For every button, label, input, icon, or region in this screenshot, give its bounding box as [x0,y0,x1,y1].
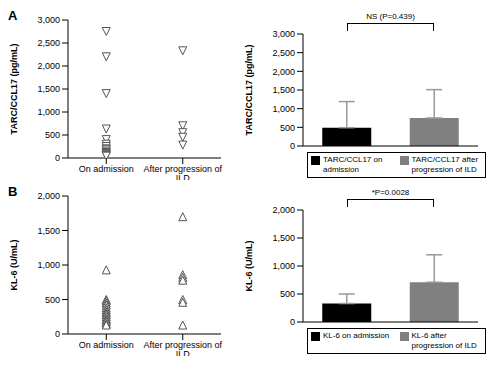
html-text:TARC/CCL17 on admission: TARC/CCL17 on admission [323,155,383,174]
html-text:NS (P=0.439): NS (P=0.439) [366,12,415,21]
svg-text:TARC/CCL17 (pg/mL): TARC/CCL17 (pg/mL) [9,44,19,135]
svg-text:On admission: On admission [79,164,134,174]
svg-text:TARC/CCL17 (pg/mL): TARC/CCL17 (pg/mL) [244,45,254,136]
svg-text:1,000: 1,000 [272,261,295,271]
svg-text:3,000: 3,000 [272,29,295,39]
svg-text:After progression ofILD: After progression ofILD [143,164,222,180]
svg-text:500: 500 [280,289,295,299]
svg-text:On admission: On admission [79,340,134,350]
svg-text:1,000: 1,000 [272,104,295,114]
html-text:*P=0.0028: *P=0.0028 [371,188,410,197]
svg-text:500: 500 [45,130,60,140]
svg-text:1,500: 1,500 [37,84,60,94]
svg-text:KL-6 (U/mL): KL-6 (U/mL) [9,240,19,291]
svg-text:1,500: 1,500 [272,85,295,95]
svg-text:0: 0 [290,317,295,326]
svg-text:2,500: 2,500 [37,38,60,48]
svg-text:3,000: 3,000 [37,15,60,25]
svg-text:2,000: 2,000 [37,61,60,71]
html-text:KL-6 on admission: KL-6 on admission [323,331,390,340]
svg-text:2,500: 2,500 [272,48,295,58]
svg-text:0: 0 [290,141,295,150]
html-text:KL-6 after progression of ILD: KL-6 after progression of ILD [411,331,477,350]
svg-text:1,500: 1,500 [272,233,295,243]
svg-text:2,000: 2,000 [37,191,60,201]
svg-text:2,000: 2,000 [272,205,295,215]
svg-text:500: 500 [45,295,60,305]
svg-text:KL-6 (U/mL): KL-6 (U/mL) [244,241,254,292]
svg-text:1,000: 1,000 [37,260,60,270]
svg-text:0: 0 [55,153,60,163]
svg-text:1,500: 1,500 [37,226,60,236]
svg-text:2,000: 2,000 [272,67,295,77]
svg-text:0: 0 [55,329,60,339]
svg-text:After progression ofILD: After progression ofILD [143,340,222,356]
svg-text:1,000: 1,000 [37,107,60,117]
html-text:B: B [8,184,18,199]
html-text:A: A [8,8,18,23]
svg-text:500: 500 [280,123,295,133]
html-text:TARC/CCL17 after progression o: TARC/CCL17 after progression of ILD [411,155,478,174]
